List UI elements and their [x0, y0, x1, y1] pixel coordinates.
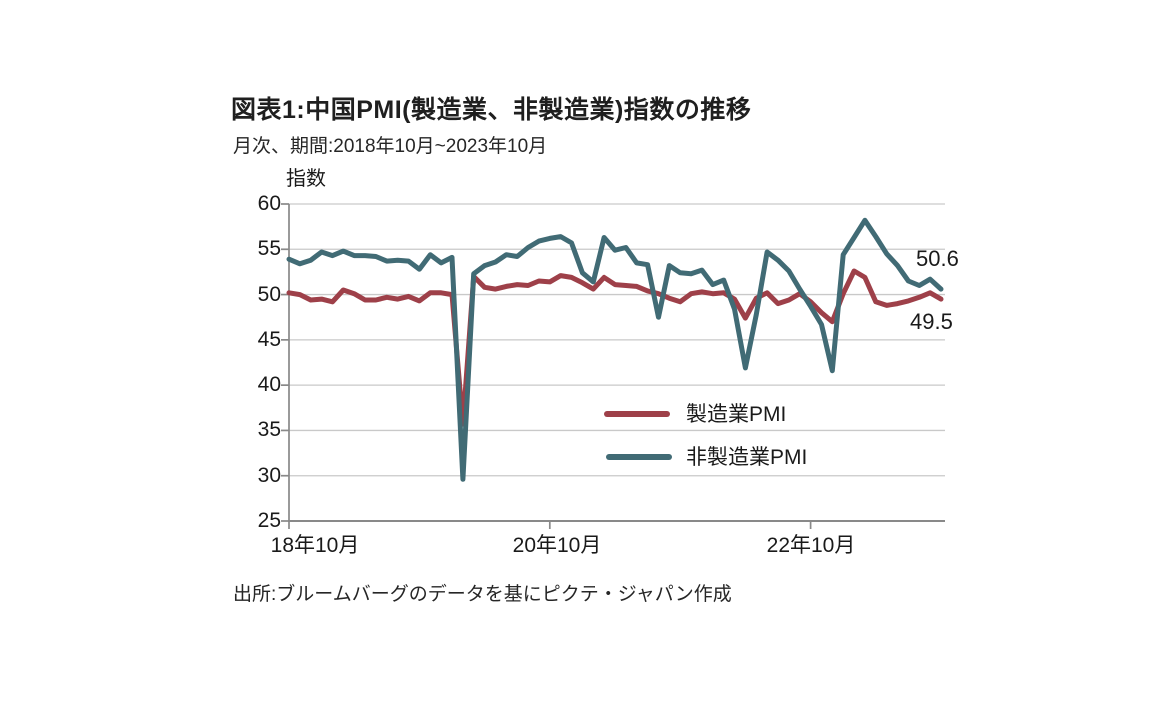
- x-tick-label: 22年10月: [766, 534, 856, 557]
- y-tick-label: 50: [257, 283, 281, 306]
- y-tick-label: 35: [257, 418, 281, 441]
- x-tick-label: 18年10月: [270, 534, 360, 557]
- page-title: 図表1:中国PMI(製造業、非製造業)指数の推移: [231, 96, 752, 124]
- legend-label-nonmanufacturing-pmi: 非製造業PMI: [686, 446, 808, 469]
- y-tick-label: 25: [257, 509, 281, 532]
- legend-label-manufacturing-pmi: 製造業PMI: [686, 403, 787, 426]
- x-tick-label: 20年10月: [512, 534, 602, 557]
- chart-canvas: [281, 203, 945, 529]
- legend-swatch-manufacturing-line: [604, 411, 670, 417]
- source-note: 出所:ブルームバーグのデータを基にピクテ・ジャパン作成: [233, 584, 732, 605]
- y-tick-label: 60: [257, 192, 281, 215]
- legend-swatch-nonmanufacturing-line: [606, 454, 672, 460]
- annotation-nonmanufacturing-last-value: 50.6: [916, 246, 959, 271]
- y-axis-unit-label: 指数: [286, 168, 326, 190]
- chart-subtitle: 月次、期間:2018年10月~2023年10月: [233, 136, 548, 157]
- annotation-manufacturing-last-value: 49.5: [910, 309, 953, 334]
- y-tick-label: 30: [257, 464, 281, 487]
- y-tick-label: 55: [257, 237, 281, 260]
- y-tick-label: 45: [257, 328, 281, 351]
- y-tick-label: 40: [257, 373, 281, 396]
